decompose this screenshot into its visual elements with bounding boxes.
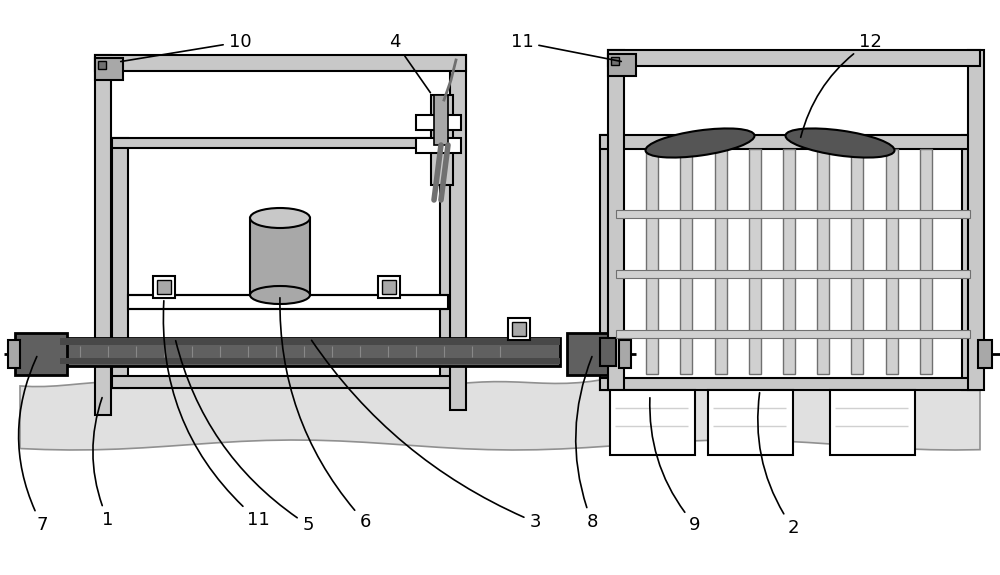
- Polygon shape: [20, 370, 980, 450]
- Ellipse shape: [646, 128, 754, 158]
- Bar: [886, 149, 898, 374]
- Bar: [646, 149, 658, 374]
- Bar: [680, 149, 692, 374]
- Bar: [157, 280, 171, 294]
- Bar: [920, 149, 932, 374]
- Bar: [749, 149, 761, 374]
- Bar: [610, 390, 695, 455]
- Bar: [98, 61, 106, 69]
- Text: 11: 11: [163, 301, 269, 529]
- Text: 2: 2: [758, 393, 799, 537]
- Bar: [60, 338, 560, 366]
- Bar: [112, 138, 456, 148]
- Ellipse shape: [250, 286, 310, 304]
- Text: 1: 1: [93, 398, 114, 529]
- Bar: [440, 138, 456, 388]
- Bar: [616, 149, 970, 378]
- Bar: [60, 358, 560, 364]
- Bar: [616, 270, 970, 278]
- Text: 4: 4: [389, 33, 430, 93]
- Bar: [382, 280, 396, 294]
- Bar: [600, 378, 978, 390]
- Text: 6: 6: [280, 298, 371, 531]
- Bar: [968, 50, 984, 390]
- Bar: [817, 149, 829, 374]
- Bar: [600, 135, 978, 149]
- Bar: [128, 148, 448, 376]
- Bar: [608, 50, 980, 66]
- Text: 11: 11: [511, 33, 621, 62]
- Bar: [112, 138, 128, 388]
- Bar: [616, 210, 970, 218]
- Bar: [978, 340, 992, 368]
- Bar: [783, 149, 795, 374]
- Bar: [60, 338, 560, 345]
- Text: 5: 5: [176, 341, 314, 534]
- Bar: [434, 95, 448, 145]
- Bar: [416, 115, 461, 130]
- Bar: [250, 218, 310, 295]
- Bar: [567, 333, 619, 375]
- Text: 7: 7: [19, 356, 48, 534]
- Bar: [616, 330, 970, 338]
- Bar: [708, 390, 793, 455]
- Bar: [450, 55, 466, 410]
- Ellipse shape: [786, 128, 894, 158]
- Bar: [416, 138, 461, 153]
- Text: 8: 8: [576, 356, 598, 531]
- Bar: [95, 55, 466, 71]
- Bar: [611, 57, 619, 65]
- Bar: [608, 54, 636, 76]
- Bar: [512, 322, 526, 336]
- Bar: [619, 340, 631, 368]
- Bar: [112, 376, 456, 388]
- Bar: [431, 95, 453, 185]
- Bar: [608, 50, 624, 390]
- Text: 10: 10: [121, 33, 251, 62]
- Text: 3: 3: [312, 340, 541, 531]
- Bar: [715, 149, 727, 374]
- Bar: [378, 276, 400, 298]
- Bar: [600, 135, 616, 390]
- Bar: [851, 149, 863, 374]
- Bar: [153, 276, 175, 298]
- Bar: [128, 295, 448, 309]
- Bar: [95, 55, 111, 415]
- Bar: [962, 135, 978, 390]
- Text: 9: 9: [650, 398, 701, 534]
- Bar: [508, 318, 530, 340]
- Bar: [8, 340, 20, 368]
- Bar: [830, 390, 915, 455]
- Ellipse shape: [250, 208, 310, 228]
- Text: 12: 12: [801, 33, 881, 137]
- Bar: [600, 338, 616, 366]
- Bar: [95, 58, 123, 80]
- Bar: [15, 333, 67, 375]
